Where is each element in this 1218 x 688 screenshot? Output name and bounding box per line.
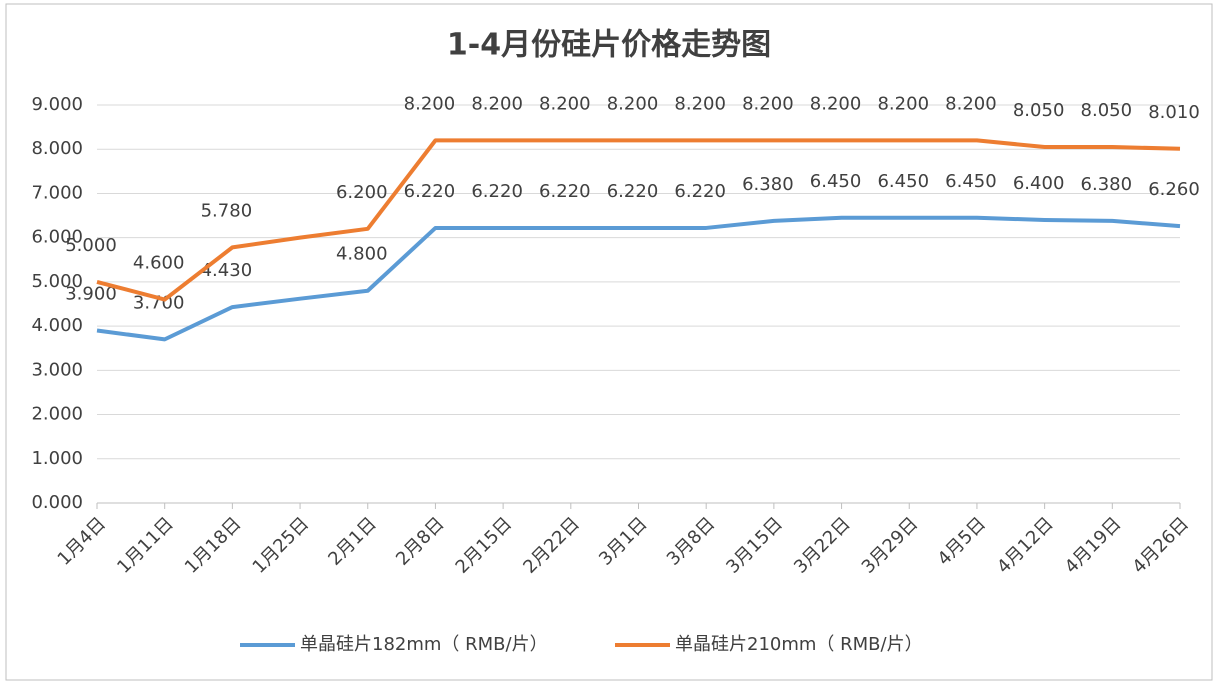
- y-tick-label: 4.000: [31, 315, 83, 336]
- data-label: 8.200: [404, 93, 456, 114]
- data-label: 8.010: [1148, 102, 1200, 123]
- data-label: 6.400: [1013, 173, 1065, 194]
- data-label: 6.450: [877, 171, 929, 192]
- y-tick-label: 8.000: [31, 138, 83, 159]
- data-label: 6.200: [336, 182, 388, 203]
- data-label: 6.380: [1081, 174, 1133, 195]
- data-label: 8.050: [1013, 100, 1065, 121]
- data-label: 6.380: [742, 174, 794, 195]
- series-line: [96, 138, 1181, 302]
- data-label: 6.450: [810, 171, 862, 192]
- data-label: 6.450: [945, 171, 997, 192]
- data-label: 8.200: [607, 93, 659, 114]
- y-tick-label: 2.000: [31, 404, 83, 425]
- data-label: 3.700: [133, 292, 185, 313]
- data-label: 4.600: [133, 253, 185, 274]
- y-tick-label: 9.000: [31, 94, 83, 115]
- data-label: 6.220: [674, 181, 726, 202]
- data-label: 6.260: [1148, 179, 1200, 200]
- legend-label: 单晶硅片182mm（ RMB/片）: [300, 634, 548, 655]
- data-label: 6.220: [607, 181, 659, 202]
- y-tick-label: 6.000: [31, 227, 83, 248]
- data-label: 4.430: [201, 260, 253, 281]
- data-label: 4.800: [336, 244, 388, 265]
- data-label: 8.200: [674, 93, 726, 114]
- y-tick-label: 3.000: [31, 359, 83, 380]
- data-label: 5.780: [201, 200, 253, 221]
- chart-title: 1-4月份硅片价格走势图: [447, 28, 771, 63]
- data-label: 6.220: [404, 181, 456, 202]
- data-label: 8.200: [810, 93, 862, 114]
- data-label: 8.200: [877, 93, 929, 114]
- series-line: [96, 215, 1181, 342]
- legend-label: 单晶硅片210mm（ RMB/片）: [675, 634, 923, 655]
- data-label: 8.200: [742, 93, 794, 114]
- y-tick-label: 1.000: [31, 448, 83, 469]
- data-label: 6.220: [539, 181, 591, 202]
- data-label: 8.200: [945, 93, 997, 114]
- data-label: 8.200: [539, 93, 591, 114]
- data-label: 3.900: [65, 284, 117, 305]
- chart-frame: [5, 3, 1213, 681]
- y-tick-label: 7.000: [31, 182, 83, 203]
- y-tick-label: 5.000: [31, 271, 83, 292]
- data-label: 8.200: [471, 93, 523, 114]
- data-label: 5.000: [65, 235, 117, 256]
- data-label: 8.050: [1081, 100, 1133, 121]
- y-tick-label: 0.000: [31, 492, 83, 513]
- data-label: 6.220: [471, 181, 523, 202]
